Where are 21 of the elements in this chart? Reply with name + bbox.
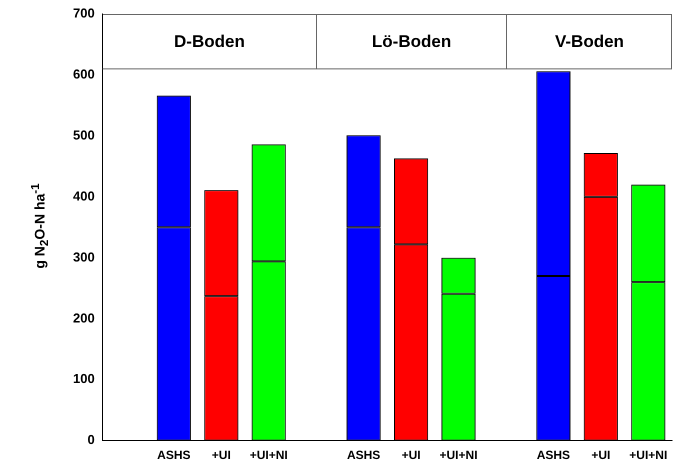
x-tick-label: ASHS	[346, 448, 380, 462]
x-tick-label: ASHS	[157, 448, 191, 462]
annotation: Lö-Boden	[372, 32, 452, 52]
x-tick-label: ASHS	[536, 448, 570, 462]
x-tick-label: +UI+NI	[629, 448, 668, 462]
y-tick-label: 200	[72, 310, 95, 326]
y-tick-label: 0	[87, 432, 95, 448]
y-tick-label: 100	[72, 371, 95, 386]
x-tick-label: +UI+NI	[250, 448, 288, 462]
y-tick-label: 500	[72, 127, 95, 142]
y-tick-label: 600	[72, 66, 95, 82]
annotation: D-Boden	[174, 32, 245, 52]
header-box: D-Boden Lö-Boden V-Boden	[102, 14, 672, 69]
x-tick-label: +UI	[402, 448, 421, 462]
x-tick-label: +UI	[212, 448, 231, 462]
y-tick-label: 300	[72, 249, 95, 264]
y-tick-label: 400	[72, 188, 95, 204]
x-tick-label: +UI	[591, 448, 610, 462]
y-tick-label: 700	[72, 6, 95, 21]
annotation: V-Boden	[554, 32, 624, 52]
x-tick-label: +UI+NI	[440, 448, 478, 462]
